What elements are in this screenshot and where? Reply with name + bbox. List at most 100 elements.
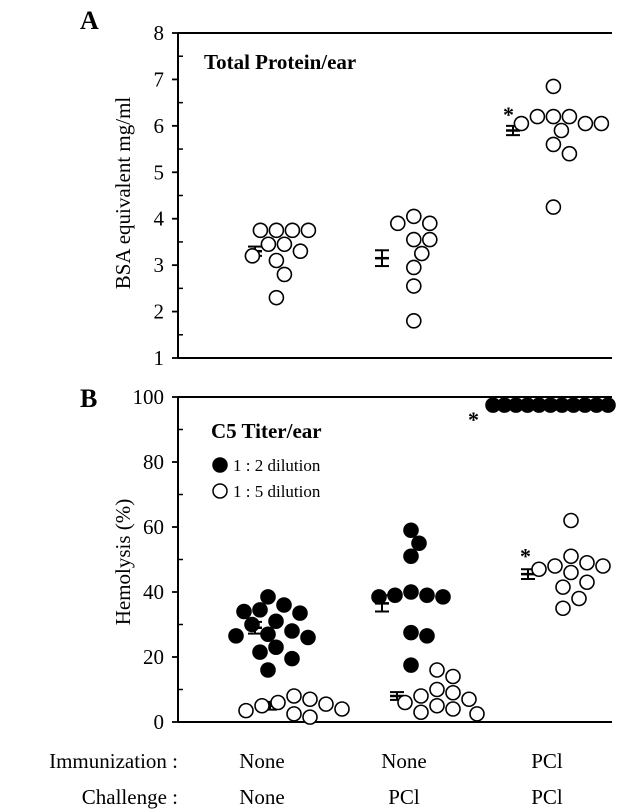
data-point-filled (268, 639, 284, 656)
y-tick-label: 100 (133, 385, 165, 409)
data-point-open (413, 688, 429, 704)
y-tick-label: 20 (143, 645, 164, 669)
y-tick-label: 1 (154, 346, 165, 370)
immunization-group-3: PCl (531, 749, 563, 773)
y-tick-label: 80 (143, 450, 164, 474)
data-point (593, 115, 610, 132)
data-point-filled (260, 626, 276, 643)
data-point-filled (252, 602, 268, 618)
data-point (529, 108, 546, 125)
data-point (268, 252, 285, 269)
challenge-group-1: None (239, 785, 285, 809)
data-point-filled (403, 657, 419, 673)
data-point-filled (284, 623, 300, 639)
panel-a-title: Total Protein/ear (204, 50, 356, 74)
panel-b-legend: 1 : 2 dilution 1 : 5 dilution (212, 456, 321, 501)
immunization-group-2: None (381, 749, 427, 773)
data-point (513, 115, 530, 132)
significance-star: * (520, 543, 531, 568)
data-point-filled (371, 589, 387, 605)
data-point (268, 222, 285, 239)
panel-b-title: C5 Titer/ear (211, 419, 322, 443)
data-point (260, 236, 277, 253)
data-point-open (531, 561, 547, 578)
data-point-open (445, 668, 461, 685)
data-point-filled (403, 522, 419, 539)
data-point (389, 215, 406, 232)
legend-label-1-5-dilution: 1 : 5 dilution (233, 482, 321, 501)
data-point (405, 278, 422, 294)
immunization-row-label: Immunization : (49, 749, 178, 773)
data-point-open (547, 558, 563, 574)
data-point (405, 208, 422, 225)
y-tick-label: 5 (154, 160, 165, 184)
data-point (284, 222, 301, 239)
data-point-open (555, 579, 571, 595)
data-point (545, 136, 562, 153)
panel-b-marks: ** (228, 397, 616, 725)
panel-a-y-axis-label: BSA equivalent mg/ml (111, 97, 135, 290)
data-point-open (286, 688, 302, 704)
panel-a: A Total Protein/ear BSA equivalent mg/ml… (80, 6, 612, 370)
data-point-filled (419, 628, 435, 644)
panel-a-letter: A (80, 6, 99, 35)
data-point-open (555, 600, 571, 617)
data-point-open (302, 691, 318, 708)
data-point-filled (419, 587, 435, 604)
data-point (561, 108, 578, 125)
data-point-filled (403, 584, 419, 600)
challenge-group-3: PCl (531, 785, 563, 809)
data-point (244, 248, 261, 264)
data-point-open (429, 697, 445, 714)
panel-a-axes (172, 32, 612, 359)
data-point-filled (228, 628, 244, 644)
data-point-filled (284, 650, 300, 667)
data-point-open (270, 694, 286, 711)
significance-star: * (503, 102, 514, 127)
data-point (276, 266, 293, 283)
data-point-open (302, 709, 318, 725)
challenge-row-label: Challenge : (82, 785, 178, 809)
data-point-filled (268, 613, 284, 630)
data-point-filled (403, 624, 419, 641)
data-point-filled (411, 535, 427, 552)
immunization-group-1: None (239, 749, 285, 773)
data-point-filled (435, 589, 451, 605)
data-point-filled (276, 597, 292, 613)
data-point (561, 145, 578, 162)
data-point (405, 259, 422, 276)
data-point-open (563, 548, 579, 565)
category-labels: Immunization : Challenge : None None PCl… (49, 749, 563, 809)
significance-star: * (468, 407, 479, 432)
data-point (292, 243, 309, 260)
data-point (252, 222, 269, 239)
data-point-open (445, 684, 461, 701)
legend-label-1-2-dilution: 1 : 2 dilution (233, 456, 321, 475)
data-point (413, 245, 430, 262)
data-point-open (579, 574, 595, 591)
y-tick-label: 7 (154, 67, 165, 91)
data-point (545, 78, 562, 95)
data-point-open (571, 590, 587, 607)
data-point-filled (300, 629, 316, 646)
data-point (421, 215, 438, 232)
data-point-open (429, 681, 445, 698)
data-point (553, 122, 570, 139)
data-point (300, 222, 317, 239)
data-point-filled (244, 616, 260, 633)
data-point-open (318, 696, 334, 712)
data-point-open (461, 691, 477, 708)
data-point-open (579, 554, 595, 571)
legend-open-circle-marker (212, 483, 228, 499)
data-point-open (469, 706, 485, 722)
y-tick-label: 3 (154, 253, 165, 277)
panel-b-letter: B (80, 384, 97, 413)
y-tick-label: 60 (143, 515, 164, 539)
data-point-filled (260, 662, 276, 678)
data-point (545, 108, 562, 125)
data-point-filled (387, 587, 403, 604)
data-point-filled (292, 605, 308, 621)
data-point (276, 236, 293, 253)
y-tick-label: 40 (143, 580, 164, 604)
